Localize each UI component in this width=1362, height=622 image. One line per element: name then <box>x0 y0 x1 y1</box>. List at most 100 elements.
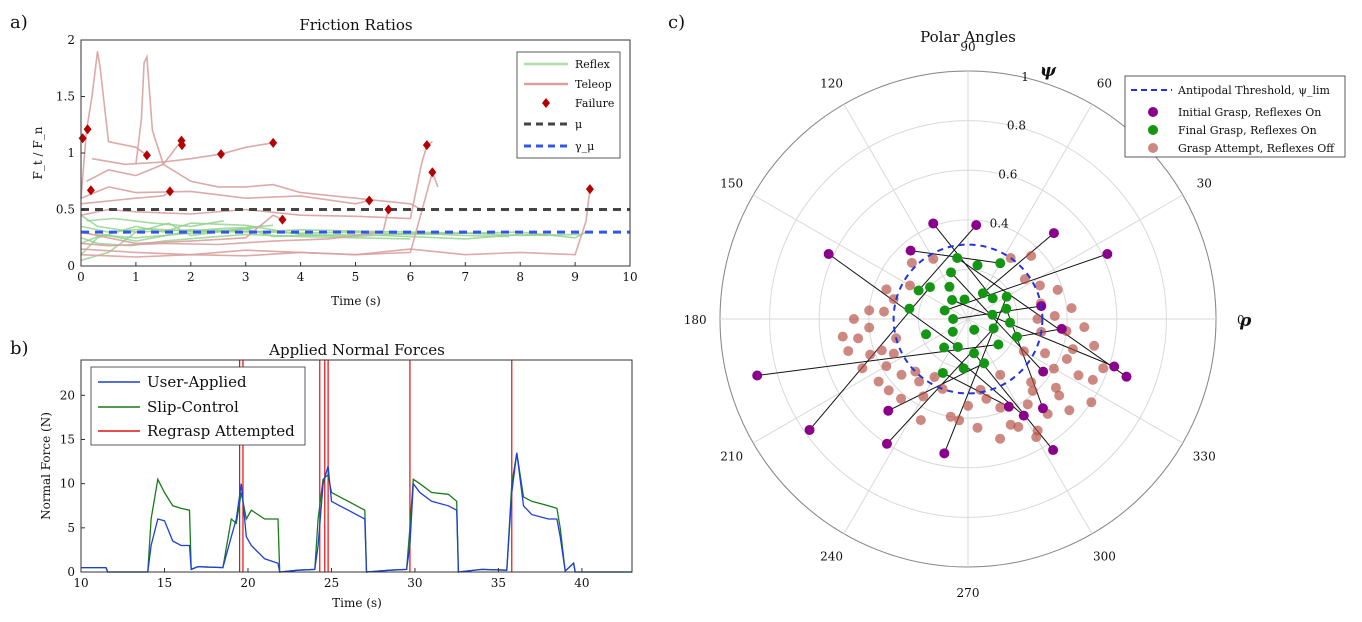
polar-grid-spoke <box>967 318 1093 535</box>
final-grasp-point <box>947 295 958 306</box>
initial-grasp-point <box>1018 410 1029 421</box>
x-tick-label: 3 <box>242 270 250 284</box>
theta-tick-label: 330 <box>1193 449 1216 463</box>
x-tick-label: 10 <box>622 270 637 284</box>
final-grasp-point <box>1011 331 1022 342</box>
initial-grasp-point <box>804 424 815 435</box>
x-tick-label: 9 <box>571 270 579 284</box>
polar-grid-spoke <box>752 318 969 444</box>
initial-grasp-point <box>928 218 939 229</box>
final-grasp-point <box>1001 303 1012 314</box>
x-tick-label: 6 <box>407 270 415 284</box>
reflex-off-point <box>879 306 890 317</box>
grasp-transition-line <box>951 299 1115 367</box>
chart-c-legend: Antipodal Threshold, ψ_lim Initial Grasp… <box>1124 75 1346 158</box>
reflex-off-point <box>1049 310 1060 321</box>
grasp-transition-line <box>943 296 1008 454</box>
reflex-off-point <box>1019 274 1030 285</box>
x-tick-label: 2 <box>187 270 195 284</box>
legend-failure-label: Failure <box>575 97 614 110</box>
final-grasp-point <box>939 305 950 316</box>
reflex-off-point <box>873 376 884 387</box>
reflex-series-line <box>80 222 257 262</box>
final-grasp-point <box>952 341 963 352</box>
initial-grasp-point <box>752 370 763 381</box>
y-tick-label: 2 <box>67 33 75 47</box>
failure-marker <box>178 140 187 151</box>
initial-grasp-point <box>1102 249 1113 260</box>
reflex-off-point <box>981 393 992 404</box>
legend-final-label: Final Grasp, Reflexes On <box>1178 124 1317 137</box>
chart-c-rho-label: ρ <box>1239 311 1252 331</box>
x-tick-label: 40 <box>574 576 589 590</box>
initial-grasp-point <box>1048 228 1059 239</box>
polar-grid-spoke <box>752 194 969 320</box>
reflex-off-point <box>1018 346 1029 357</box>
failure-marker <box>216 149 225 160</box>
legend-off-label: Grasp Attempt, Reflexes Off <box>1178 142 1335 155</box>
polar-angles-chart: Polar Angles 0 30 60 90 120 150 180 210 240 270 30… <box>684 28 1346 600</box>
failure-marker <box>422 140 431 151</box>
friction-ratios-chart: Friction Ratios 0 1 2 3 4 5 6 7 8 9 10 0 0.5 1 1.5 2 Ti… <box>31 16 638 308</box>
user-applied-line <box>81 452 632 573</box>
final-grasp-point <box>988 323 999 334</box>
reflex-off-point <box>995 402 1006 413</box>
teleop-series-line <box>86 140 183 183</box>
reflex-off-point <box>857 363 868 374</box>
teleop-series-line <box>91 142 274 166</box>
legend-final-swatch <box>1148 125 1158 135</box>
reflex-off-point <box>1052 284 1063 295</box>
failure-marker <box>165 186 174 197</box>
reflex-off-point <box>865 349 876 360</box>
teleop-series-line <box>80 190 171 205</box>
legend-reflex-label: Reflex <box>575 58 611 71</box>
reflex-off-point <box>1079 322 1090 333</box>
x-tick-label: 15 <box>157 576 172 590</box>
reflex-off-point <box>876 345 887 356</box>
antipodal-threshold-circle <box>892 243 1044 395</box>
failure-marker <box>365 195 374 206</box>
grasp-transition-line <box>953 305 1042 320</box>
chart-a-legend: Reflex Teleop Failure μ γ_μ <box>516 51 621 159</box>
theta-tick-label: 240 <box>820 549 843 563</box>
final-grasp-point <box>921 329 932 340</box>
reflex-off-point <box>928 253 939 264</box>
grasp-transition-line <box>888 362 985 412</box>
reflex-off-point <box>864 322 875 333</box>
initial-grasp-point <box>971 220 982 231</box>
teleop-series-line <box>80 214 283 245</box>
reflex-off-point <box>881 361 892 372</box>
y-tick-label: 5 <box>67 521 75 535</box>
x-tick-label: 20 <box>240 576 255 590</box>
polar-grid-spoke <box>967 318 1184 444</box>
reflex-off-point <box>1054 390 1065 401</box>
panel-a-label: a) <box>10 12 28 33</box>
initial-grasp-point <box>1109 361 1120 372</box>
final-grasp-point <box>948 314 959 324</box>
final-grasp-point <box>925 282 936 293</box>
reflex-off-point <box>853 333 864 344</box>
theta-tick-label: 270 <box>957 586 980 600</box>
final-grasp-point <box>1001 291 1012 302</box>
x-tick-label: 30 <box>407 576 422 590</box>
reflex-off-point <box>914 376 925 387</box>
chart-b-xlabel: Time (s) <box>332 596 382 610</box>
chart-b-title: Applied Normal Forces <box>268 341 445 359</box>
grasp-transition-line <box>982 232 1055 294</box>
polar-grid-spoke <box>843 318 969 535</box>
y-tick-label: 10 <box>60 477 75 491</box>
reflex-off-point <box>972 422 983 433</box>
y-tick-label: 0 <box>67 565 75 579</box>
legend-slip-label: Slip-Control <box>147 398 239 416</box>
failure-marker <box>384 204 393 215</box>
y-tick-label: 15 <box>60 433 75 447</box>
final-grasp-point <box>939 342 950 353</box>
teleop-series-line <box>80 51 148 199</box>
reflex-off-point <box>1061 353 1072 364</box>
reflex-off-point <box>945 411 956 422</box>
reflex-off-point <box>1067 344 1078 355</box>
legend-initial-label: Initial Grasp, Reflexes On <box>1178 106 1321 119</box>
teleop-series-line <box>80 186 370 205</box>
panel-b-label: b) <box>10 338 29 359</box>
x-tick-label: 25 <box>324 576 339 590</box>
